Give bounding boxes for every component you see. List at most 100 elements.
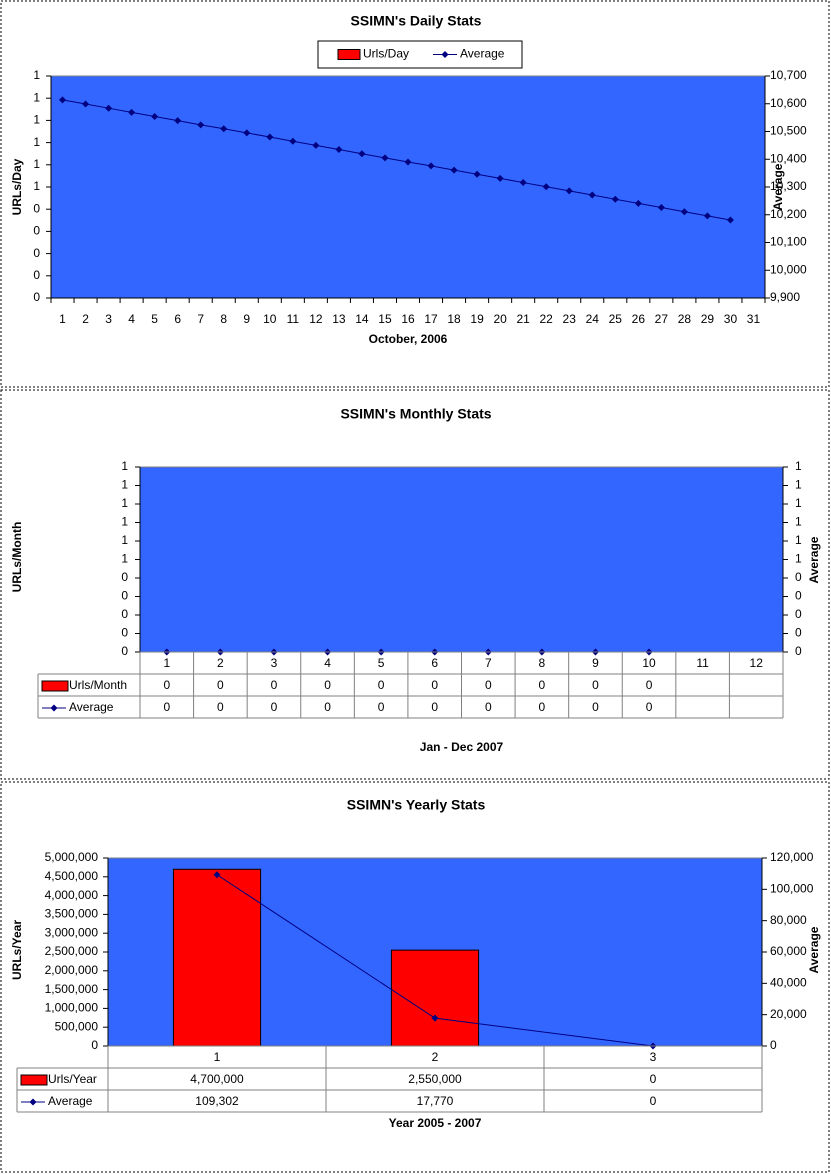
table-value: 0: [217, 678, 224, 692]
chart-title: SSIMN's Monthly Stats: [340, 406, 491, 422]
x-tick-label: 8: [220, 312, 227, 326]
x-tick-label: 14: [355, 312, 369, 326]
table-value: 0: [324, 678, 331, 692]
panel-border: [0, 389, 830, 780]
y2-tick-label: 9,900: [770, 290, 800, 304]
table-value: 0: [646, 700, 653, 714]
x-axis-label: October, 2006: [369, 332, 448, 346]
x-tick-label: 2: [217, 656, 224, 670]
legend-label: Average: [460, 47, 505, 61]
line-marker: [151, 113, 159, 121]
x-tick-label: 31: [747, 312, 761, 326]
y-tick-label: 0: [121, 589, 128, 603]
y-tick-label: 1: [121, 552, 128, 566]
legend-label: Average: [48, 1094, 93, 1108]
x-tick-label: 12: [309, 312, 323, 326]
line-marker: [542, 183, 550, 191]
x-tick-label: 30: [724, 312, 738, 326]
line-marker: [381, 154, 389, 162]
y2-axis-label: Average: [807, 536, 821, 583]
table-value: 0: [650, 1072, 657, 1086]
line-marker: [358, 150, 366, 158]
line-marker: [496, 174, 504, 182]
line-marker: [335, 146, 343, 154]
y-tick-label: 0: [33, 224, 40, 238]
line-marker: [565, 187, 573, 195]
table-value: 0: [217, 700, 224, 714]
y2-tick-label: 10,700: [770, 68, 807, 82]
y2-tick-label: 0: [795, 626, 802, 640]
chart-title: SSIMN's Daily Stats: [351, 13, 482, 29]
line-marker: [634, 199, 642, 207]
y-tick-label: 0: [33, 290, 40, 304]
y2-tick-label: 10,500: [770, 124, 807, 138]
line-marker: [82, 100, 90, 108]
y2-tick-label: 40,000: [770, 976, 807, 990]
x-tick-label: 8: [539, 656, 546, 670]
x-tick-label: 3: [271, 656, 278, 670]
y2-tick-label: 60,000: [770, 944, 807, 958]
line-marker: [588, 191, 596, 199]
y-tick-label: 0: [33, 201, 40, 215]
y-tick-label: 1: [33, 68, 40, 82]
x-tick-label: 12: [750, 656, 764, 670]
x-tick-label: 28: [678, 312, 692, 326]
line-marker: [657, 204, 665, 212]
table-value: 0: [646, 678, 653, 692]
x-tick-label: 26: [632, 312, 646, 326]
line-marker: [473, 170, 481, 178]
y2-tick-label: 0: [770, 1038, 777, 1052]
plot-area: [139, 466, 784, 653]
x-tick-label: 23: [563, 312, 577, 326]
y-axis-label: URLs/Year: [10, 920, 24, 980]
x-tick-label: 13: [332, 312, 346, 326]
x-tick-label: 29: [701, 312, 715, 326]
line-marker: [289, 137, 297, 145]
x-tick-label: 19: [470, 312, 484, 326]
y-tick-label: 1: [121, 459, 128, 473]
x-tick-label: 4: [128, 312, 135, 326]
y-tick-label: 1: [33, 90, 40, 104]
x-tick-label: 3: [650, 1050, 657, 1064]
y-tick-label: 1: [121, 533, 128, 547]
y2-tick-label: 20,000: [770, 1007, 807, 1021]
x-tick-label: 24: [586, 312, 600, 326]
y-tick-label: 1: [121, 478, 128, 492]
legend-key: [20, 1074, 48, 1086]
y-tick-label: 3,000,000: [45, 925, 99, 939]
legend-label: Urls/Year: [48, 1072, 97, 1086]
y-tick-label: 1,000,000: [45, 1001, 99, 1015]
line-marker: [197, 121, 205, 129]
line-marker: [519, 179, 527, 187]
x-tick-label: 3: [105, 312, 112, 326]
table-value: 2,550,000: [408, 1072, 462, 1086]
x-tick-label: 9: [243, 312, 250, 326]
x-tick-label: 5: [378, 656, 385, 670]
x-tick-label: 4: [324, 656, 331, 670]
x-axis-label: Jan - Dec 2007: [420, 740, 504, 754]
x-tick-label: 17: [424, 312, 438, 326]
chart-title: SSIMN's Yearly Stats: [347, 797, 486, 813]
line: [62, 99, 731, 221]
y-axis-label: URLs/Day: [10, 158, 24, 215]
y-tick-label: 0: [121, 607, 128, 621]
line-marker: [128, 108, 136, 116]
y2-tick-label: 10,400: [770, 151, 807, 165]
x-tick-label: 27: [655, 312, 669, 326]
line-marker: [59, 96, 67, 104]
y-axis-label: URLs/Month: [10, 522, 24, 593]
y-tick-label: 0: [33, 268, 40, 282]
table-value: 0: [539, 700, 546, 714]
line-marker: [427, 162, 435, 170]
y-tick-label: 0: [91, 1038, 98, 1052]
y2-axis-label: Average: [807, 926, 821, 973]
x-tick-label: 22: [540, 312, 554, 326]
y2-tick-label: 120,000: [770, 850, 814, 864]
plot-area: [50, 75, 766, 299]
legend-key: [41, 680, 69, 692]
table-value: 0: [592, 678, 599, 692]
panel-border: [0, 781, 830, 1173]
line-marker: [680, 208, 688, 216]
x-tick-label: 2: [432, 1050, 439, 1064]
